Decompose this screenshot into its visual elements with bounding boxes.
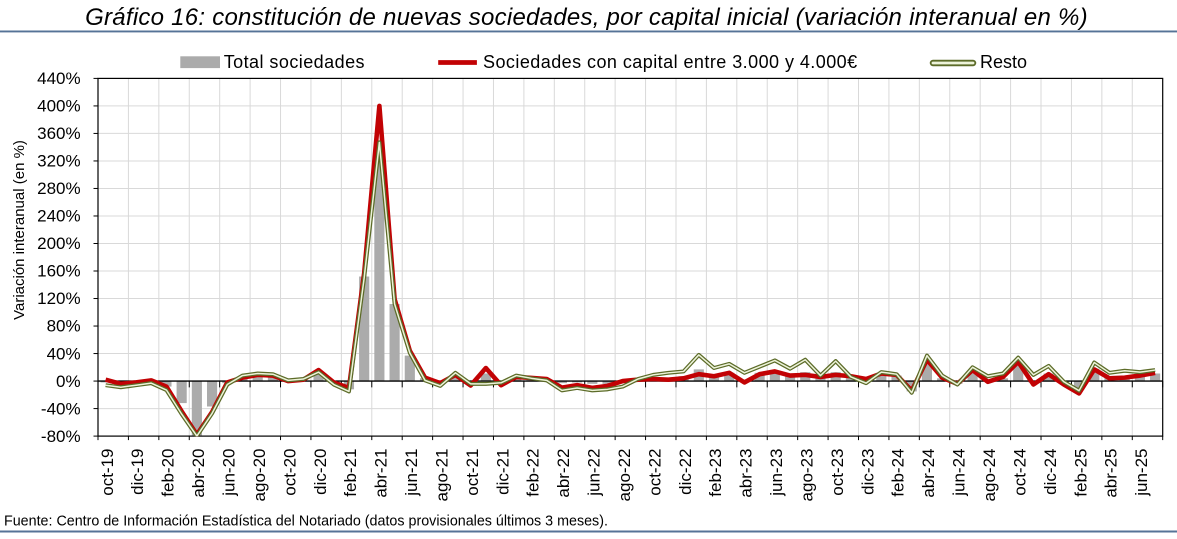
- svg-text:abr-21: abr-21: [372, 449, 391, 498]
- svg-text:feb-21: feb-21: [341, 449, 360, 497]
- svg-text:Sociedades con capital entre 3: Sociedades con capital entre 3.000 y 4.0…: [483, 52, 858, 72]
- svg-text:Total sociedades: Total sociedades: [224, 52, 365, 72]
- svg-text:oct-22: oct-22: [645, 449, 664, 496]
- svg-text:-40%: -40%: [41, 399, 81, 418]
- svg-text:dic-19: dic-19: [128, 449, 147, 495]
- svg-text:feb-25: feb-25: [1071, 449, 1090, 497]
- svg-text:jun-25: jun-25: [1132, 449, 1151, 497]
- svg-text:abr-23: abr-23: [737, 449, 756, 498]
- svg-text:Variación interanual (en %): Variación interanual (en %): [11, 140, 28, 320]
- svg-text:200%: 200%: [37, 234, 80, 253]
- svg-text:feb-23: feb-23: [706, 449, 725, 497]
- svg-text:oct-19: oct-19: [98, 449, 117, 496]
- svg-text:abr-20: abr-20: [189, 449, 208, 498]
- svg-text:dic-23: dic-23: [858, 449, 877, 495]
- svg-text:feb-22: feb-22: [524, 449, 543, 497]
- svg-text:280%: 280%: [37, 179, 80, 198]
- svg-text:jun-22: jun-22: [585, 449, 604, 497]
- svg-text:abr-25: abr-25: [1102, 449, 1121, 498]
- svg-text:ago-23: ago-23: [797, 449, 816, 502]
- svg-text:120%: 120%: [37, 289, 80, 308]
- svg-text:400%: 400%: [37, 97, 80, 116]
- svg-text:oct-21: oct-21: [463, 448, 482, 495]
- svg-text:jun-20: jun-20: [219, 449, 238, 497]
- svg-text:dic-22: dic-22: [676, 449, 695, 495]
- svg-text:oct-23: oct-23: [828, 449, 847, 496]
- svg-text:dic-24: dic-24: [1041, 449, 1060, 495]
- svg-text:dic-20: dic-20: [311, 449, 330, 495]
- svg-text:ago-20: ago-20: [250, 449, 269, 502]
- svg-text:oct-20: oct-20: [280, 449, 299, 496]
- svg-text:160%: 160%: [37, 262, 80, 281]
- svg-text:abr-22: abr-22: [554, 449, 573, 498]
- svg-text:320%: 320%: [37, 152, 80, 171]
- svg-text:ago-21: ago-21: [432, 449, 451, 502]
- svg-text:ago-22: ago-22: [615, 449, 634, 502]
- svg-text:Fuente: Centro de Información: Fuente: Centro de Información Estadístic…: [4, 513, 608, 529]
- svg-text:40%: 40%: [47, 344, 81, 363]
- svg-text:360%: 360%: [37, 124, 80, 143]
- svg-text:jun-23: jun-23: [767, 449, 786, 497]
- svg-text:feb-24: feb-24: [889, 449, 908, 497]
- svg-text:-80%: -80%: [41, 427, 81, 446]
- svg-text:0%: 0%: [56, 372, 81, 391]
- svg-text:oct-24: oct-24: [1010, 449, 1029, 496]
- svg-text:dic-21: dic-21: [493, 449, 512, 495]
- svg-text:abr-24: abr-24: [919, 449, 938, 498]
- svg-text:feb-20: feb-20: [159, 449, 178, 497]
- svg-text:240%: 240%: [37, 207, 80, 226]
- svg-text:jun-24: jun-24: [950, 449, 969, 497]
- svg-text:jun-21: jun-21: [402, 449, 421, 497]
- svg-text:Gráfico 16: constitución de nu: Gráfico 16: constitución de nuevas socie…: [85, 4, 1088, 31]
- svg-text:440%: 440%: [37, 69, 80, 88]
- svg-text:Resto: Resto: [980, 52, 1027, 72]
- svg-text:80%: 80%: [47, 317, 81, 336]
- svg-text:ago-24: ago-24: [980, 449, 999, 502]
